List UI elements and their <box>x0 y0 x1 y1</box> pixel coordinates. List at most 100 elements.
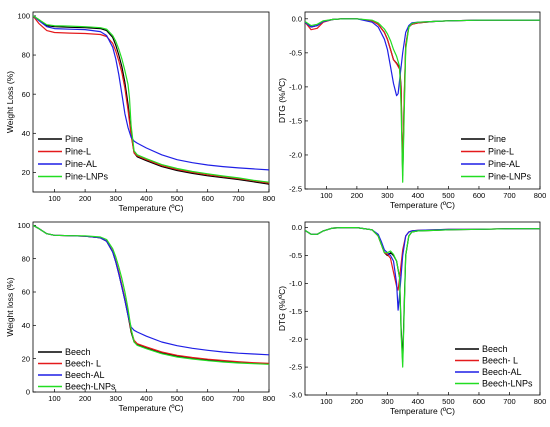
x-tick-label: 800 <box>263 194 276 203</box>
x-tick-label: 100 <box>320 191 333 200</box>
x-tick-label: 500 <box>442 191 455 200</box>
series-line-beech-lnps <box>305 227 540 368</box>
x-tick-label: 200 <box>79 394 92 403</box>
y-tick-label: 40 <box>22 321 30 330</box>
series-line-beech-al <box>33 224 269 356</box>
y-tick-label: 100 <box>17 12 30 21</box>
y-tick-label: 20 <box>22 168 30 177</box>
x-tick-label: 600 <box>201 394 214 403</box>
x-tick-label: 700 <box>503 397 516 406</box>
legend-label: Pine-AL <box>65 159 97 169</box>
x-tick-label: 600 <box>473 191 486 200</box>
series-line-pine-l <box>33 15 269 184</box>
chart-panel-top-left: 100 200 300 400 500 600 700 800 20 40 60 80 100 Tempe… <box>5 12 275 213</box>
y-axis-label: Weight Loss (%) <box>5 71 15 133</box>
y-tick-label: 80 <box>22 254 30 263</box>
x-tick-label: 100 <box>320 397 333 406</box>
legend-label: Pine-LNPs <box>65 172 109 182</box>
x-tick-label: 600 <box>473 397 486 406</box>
x-tick-label: 400 <box>140 194 153 203</box>
legend-label: Beech-AL <box>65 370 105 380</box>
legend-label: Beech <box>482 344 508 354</box>
x-tick-label: 500 <box>442 397 455 406</box>
y-tick-label: 100 <box>17 221 30 230</box>
y-tick-label: 0.0 <box>292 14 302 23</box>
y-tick-label: 80 <box>22 51 30 60</box>
x-tick-label: 400 <box>140 394 153 403</box>
legend-label: Beech-LNPs <box>65 382 116 392</box>
y-tick-label: -2.0 <box>289 151 302 160</box>
x-tick-label: 500 <box>171 194 184 203</box>
series-line-pine-al <box>33 15 269 171</box>
x-tick-label: 600 <box>201 194 214 203</box>
plot-frame <box>32 11 270 193</box>
legend: Pine Pine-L Pine-AL Pine-LNPs <box>461 134 532 182</box>
x-tick-label: 300 <box>381 397 394 406</box>
x-tick-label: 300 <box>109 394 122 403</box>
y-tick-label: -0.5 <box>289 251 302 260</box>
y-tick-label: -1.0 <box>289 82 302 91</box>
chart-panel-top-right: 100 200 300 400 500 600 700 800 0.0 -0.5 -1.0 -1.5 -… <box>277 11 547 210</box>
plot-frame <box>304 221 541 396</box>
x-tick-label: 300 <box>381 191 394 200</box>
legend-label: Beech- L <box>65 359 101 369</box>
x-tick-label: 500 <box>171 394 184 403</box>
y-tick-label: 0 <box>26 388 30 397</box>
series-line-beech-l <box>305 227 540 291</box>
y-axis-label: Weight loss (%) <box>5 277 15 337</box>
y-tick-label: -3.0 <box>289 391 302 400</box>
y-tick-label: 60 <box>22 90 30 99</box>
y-tick-label: 0.0 <box>292 223 302 232</box>
x-tick-label: 700 <box>232 394 245 403</box>
series-line-pine <box>33 15 269 185</box>
series-line-pine-lnps <box>305 18 540 183</box>
y-tick-label: 60 <box>22 288 30 297</box>
chart-panel-bottom-left: 100 200 300 400 500 600 700 800 0 20 40 60 80 100 Temp… <box>5 221 275 413</box>
series-line-beech <box>305 227 540 363</box>
y-tick-label: -1.5 <box>289 307 302 316</box>
chart-panel-bottom-right: 100 200 300 400 500 600 700 800 0.0 -0.5 -1.0 -1.5 -… <box>277 221 547 416</box>
plot-frame <box>32 221 270 393</box>
y-axis-label: DTG (%/ºC) <box>277 78 287 123</box>
y-axis-label: DTG (%/ºC) <box>277 286 287 331</box>
y-tick-label: -0.5 <box>289 48 302 57</box>
x-tick-label: 400 <box>412 397 425 406</box>
x-tick-label: 400 <box>412 191 425 200</box>
series-line-pine-lnps <box>33 15 269 183</box>
x-axis-label: Temperature (ºC) <box>390 200 455 210</box>
y-tick-label: 20 <box>22 354 30 363</box>
x-tick-label: 800 <box>263 394 276 403</box>
y-tick-label: -1.0 <box>289 279 302 288</box>
series-line-pine-al <box>305 18 540 97</box>
x-tick-label: 700 <box>232 194 245 203</box>
x-tick-label: 200 <box>351 397 364 406</box>
series-line-beech <box>33 224 269 365</box>
legend-label: Beech-LNPs <box>482 379 533 389</box>
series-line-beech-lnps <box>33 224 269 365</box>
x-tick-label: 800 <box>534 191 547 200</box>
x-axis-label: Temperature (ºC) <box>119 203 184 213</box>
series-line-beech-l <box>33 224 269 364</box>
x-tick-label: 200 <box>79 194 92 203</box>
legend-label: Pine <box>488 134 506 144</box>
legend-label: Pine-L <box>488 147 514 157</box>
legend-label: Pine-LNPs <box>488 172 532 182</box>
legend-label: Pine-AL <box>488 159 520 169</box>
x-tick-label: 100 <box>48 194 61 203</box>
y-tick-label: -2.5 <box>289 185 302 194</box>
legend-label: Beech <box>65 347 91 357</box>
legend-label: Pine-L <box>65 147 91 157</box>
legend-label: Pine <box>65 134 83 144</box>
legend-label: Beech-AL <box>482 367 522 377</box>
y-tick-label: 40 <box>22 129 30 138</box>
x-tick-label: 300 <box>109 194 122 203</box>
x-tick-label: 100 <box>48 394 61 403</box>
x-tick-label: 800 <box>534 397 547 406</box>
y-tick-label: -2.0 <box>289 335 302 344</box>
x-axis-label: Temperature (ºC) <box>119 403 184 413</box>
x-tick-label: 200 <box>351 191 364 200</box>
y-tick-label: -1.5 <box>289 117 302 126</box>
